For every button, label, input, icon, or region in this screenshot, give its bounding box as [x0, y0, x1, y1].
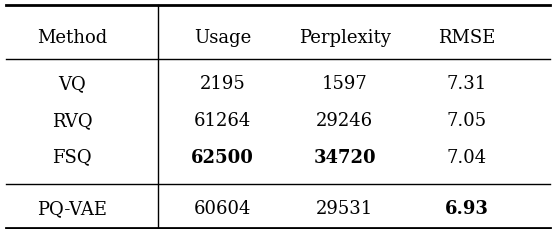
- Text: 29246: 29246: [316, 111, 373, 129]
- Text: RMSE: RMSE: [438, 29, 496, 47]
- Text: VQ: VQ: [58, 75, 86, 93]
- Text: 7.31: 7.31: [447, 75, 487, 93]
- Text: Method: Method: [37, 29, 107, 47]
- Text: 34720: 34720: [314, 148, 376, 166]
- Text: FSQ: FSQ: [52, 148, 92, 166]
- Text: 7.05: 7.05: [447, 111, 487, 129]
- Text: 60604: 60604: [193, 199, 251, 217]
- Text: 1597: 1597: [322, 75, 368, 93]
- Text: 2195: 2195: [200, 75, 245, 93]
- Text: 61264: 61264: [194, 111, 251, 129]
- Text: Usage: Usage: [194, 29, 251, 47]
- Text: Perplexity: Perplexity: [299, 29, 391, 47]
- Text: 7.04: 7.04: [447, 148, 487, 166]
- Text: 29531: 29531: [316, 199, 373, 217]
- Text: 62500: 62500: [191, 148, 254, 166]
- Text: 6.93: 6.93: [445, 199, 489, 217]
- Text: RVQ: RVQ: [52, 111, 93, 129]
- Text: PQ-VAE: PQ-VAE: [37, 199, 107, 217]
